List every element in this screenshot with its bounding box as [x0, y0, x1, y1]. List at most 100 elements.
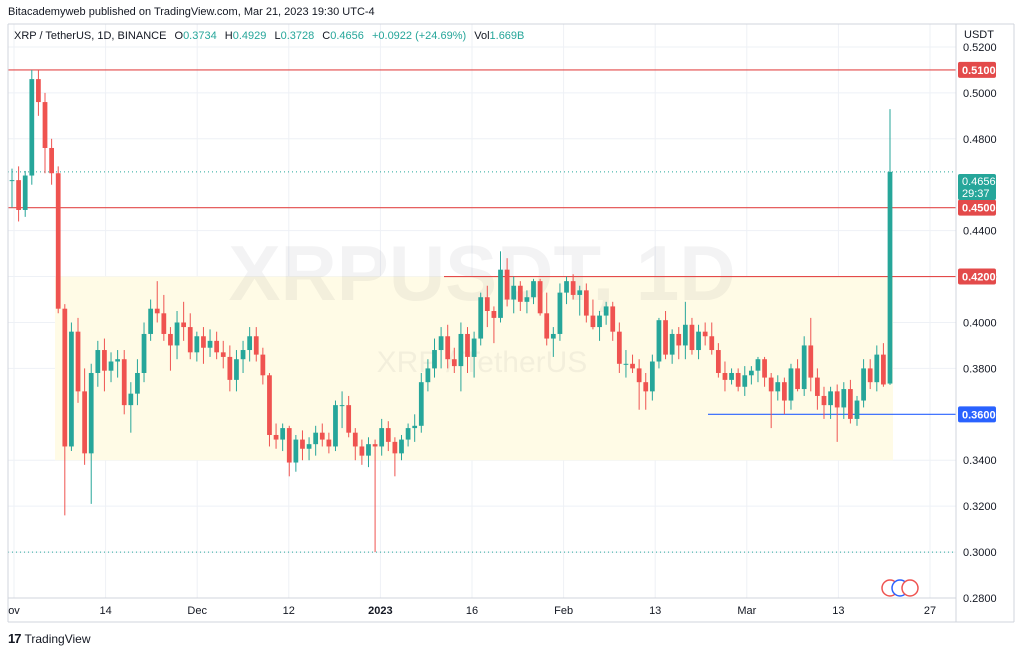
candle-body [748, 370, 754, 376]
price-axis[interactable]: 0.5200 0.5000 0.4800 0.4400 0.4200 0.4000 0.38… [963, 42, 997, 605]
publisher-line: Bitacademyweb published on TradingView.c… [8, 6, 375, 18]
candle-body [854, 400, 860, 419]
candle-body [478, 297, 484, 339]
candle-body [293, 439, 299, 463]
legend-open: 0.3734 [183, 30, 217, 42]
candle-body [102, 350, 107, 371]
time-tick-label: 27 [924, 605, 936, 617]
candle-body [511, 285, 517, 300]
candle-body [135, 372, 140, 394]
candle-body [75, 331, 81, 392]
scroll-to-realtime-icon[interactable] [881, 579, 919, 597]
price-tick-label: 0.4400 [963, 226, 997, 238]
candle-body [438, 336, 444, 351]
candle-body [69, 331, 74, 447]
candle-body [861, 368, 866, 401]
candle-body [260, 354, 266, 376]
candle-body [788, 368, 794, 401]
candle-body [564, 281, 569, 293]
candle-body [121, 359, 127, 406]
candle-body [326, 439, 332, 447]
candle-body [795, 368, 800, 390]
footer-brand[interactable]: TradingView [24, 631, 91, 646]
candle-body [187, 327, 193, 353]
candle-body [300, 439, 305, 449]
candle-body [201, 336, 206, 348]
candle-body [392, 441, 398, 454]
candle-body [227, 356, 233, 380]
candle-body [696, 331, 701, 351]
candle-body [458, 333, 464, 367]
tradingview-logo-icon[interactable]: 17 [8, 631, 22, 646]
candle-body [689, 324, 695, 351]
time-axis[interactable]: ov 14 Dec 12 2023 16 Feb 13 Mar 13 27 [8, 605, 936, 617]
time-tick-label: Feb [554, 605, 573, 617]
candle-body [418, 382, 424, 426]
candle-body [194, 336, 200, 353]
candle-body [504, 269, 510, 300]
candle-body [537, 281, 543, 314]
footer: 17 TradingView [8, 631, 91, 646]
candle-body [735, 372, 741, 387]
candle-body [577, 290, 583, 295]
level-label-bg [958, 268, 996, 285]
time-tick-label: 14 [99, 605, 111, 617]
candle-body [663, 320, 668, 355]
time-tick-label: 2023 [368, 605, 392, 617]
price-tick-label: 0.3400 [963, 455, 997, 467]
candle-body [372, 444, 378, 447]
candle-body [280, 428, 286, 440]
candle-body [220, 352, 226, 357]
price-axis-unit: USDT [964, 29, 994, 41]
candle-body [313, 432, 319, 445]
candle-body [828, 391, 833, 406]
watermark-sub: XRP / TetherUS [377, 346, 588, 379]
current-price-value: 0.4656 [962, 176, 996, 188]
time-tick-label: ov [8, 605, 20, 617]
candle-body [491, 311, 497, 318]
candle-body [524, 297, 530, 302]
price-tick-label: 0.4800 [963, 134, 997, 146]
candle-body [570, 281, 576, 295]
price-tick-label: 0.5200 [963, 42, 997, 54]
candle-body [630, 363, 635, 369]
time-tick-label: Mar [737, 605, 756, 617]
candle-body [781, 382, 787, 401]
candle-body [874, 354, 880, 383]
candle-body [498, 269, 503, 318]
candle-body [709, 336, 715, 351]
candle-body [590, 315, 596, 328]
candle-body [154, 308, 160, 314]
candle-body [531, 281, 536, 298]
time-tick-label: 13 [649, 605, 661, 617]
candle-body [715, 350, 721, 373]
candle-body [597, 315, 602, 328]
candle-body [768, 377, 774, 392]
time-tick-label: 16 [466, 605, 478, 617]
candle-body [95, 350, 101, 373]
candle-body [801, 345, 807, 390]
level-label: 0.4500 [962, 203, 996, 215]
candle-body [682, 324, 688, 346]
candle-body [346, 405, 352, 433]
candle-body [181, 322, 187, 328]
candle-body [174, 322, 180, 346]
candle-body [471, 338, 477, 357]
candle-body [267, 375, 272, 435]
candle-body [729, 372, 734, 380]
current-price-label: 0.4656 29:37 [958, 174, 996, 200]
candle-body [656, 320, 662, 362]
level-label: 0.3600 [962, 409, 996, 421]
candle-body [755, 359, 761, 371]
candle-body [887, 171, 893, 384]
candle-body [742, 375, 748, 387]
candle-body [544, 313, 550, 339]
candle-body [29, 79, 35, 176]
candle-body [484, 297, 490, 311]
candle-body [762, 359, 767, 378]
candle-body [148, 308, 154, 334]
candle-body [379, 428, 385, 447]
price-tick-label: 0.3000 [963, 547, 997, 559]
level-label-bg [958, 406, 996, 423]
